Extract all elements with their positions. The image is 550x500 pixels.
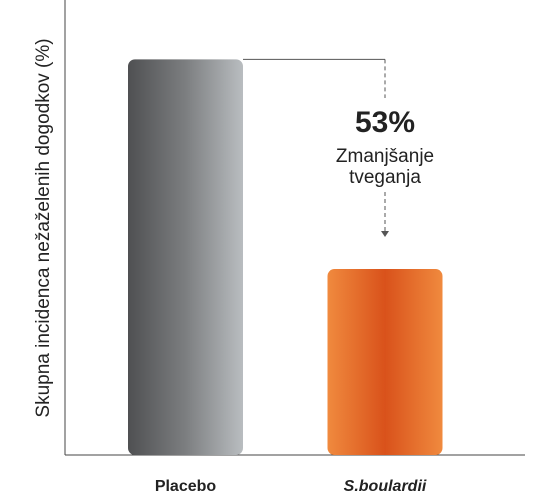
annotation-value: 53% xyxy=(355,106,415,139)
bar xyxy=(327,269,443,455)
x-tick-label: Placebo xyxy=(155,478,217,495)
x-tick-label: S.boulardii xyxy=(344,478,427,495)
bar xyxy=(128,59,243,455)
y-axis-label: Skupna incidenca nežaželenih dogodkov (%… xyxy=(33,38,54,417)
arrow-head xyxy=(381,231,389,238)
annotation-text: Zmanjšanje xyxy=(336,146,434,167)
annotation-text: tveganja xyxy=(349,167,421,188)
